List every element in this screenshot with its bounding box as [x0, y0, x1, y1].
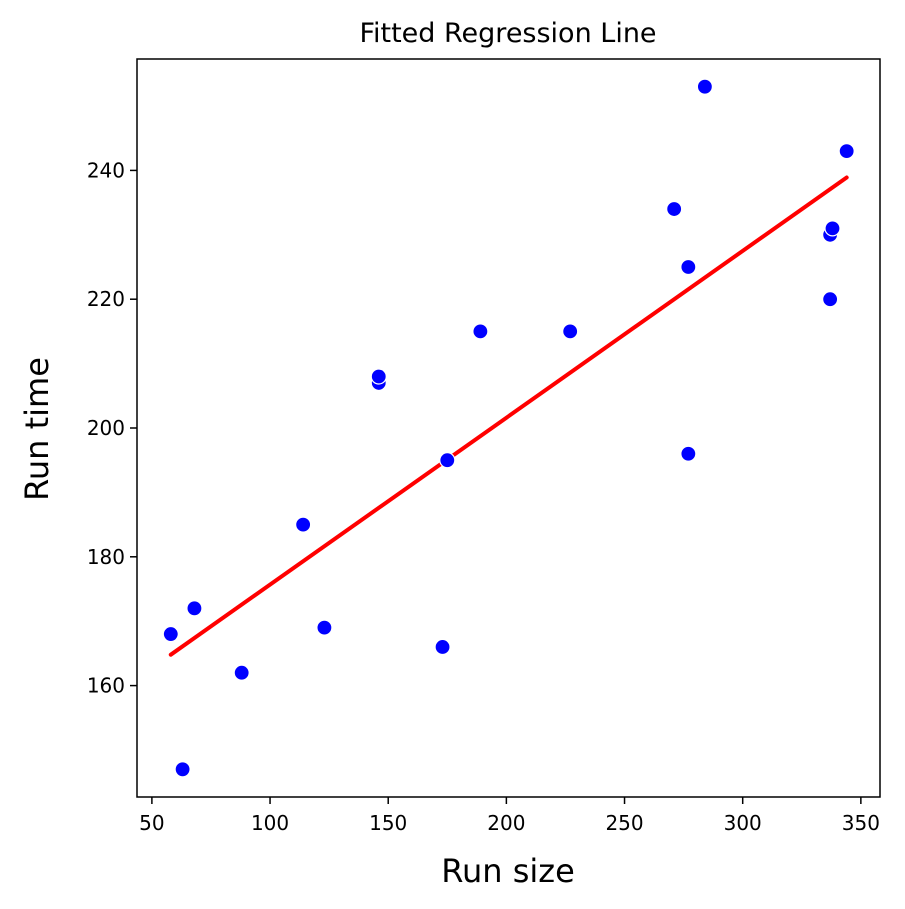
data-point	[822, 291, 839, 308]
data-point	[162, 625, 179, 643]
data-point	[316, 619, 333, 636]
data-point	[174, 761, 191, 778]
x-tick-label: 250	[605, 811, 643, 835]
y-axis-label: Run time	[18, 357, 56, 501]
chart-title: Fitted Regression Line	[359, 18, 656, 49]
data-point	[295, 516, 312, 533]
data-point	[186, 600, 203, 617]
data-point	[680, 445, 697, 462]
y-tick-label: 180	[87, 545, 125, 569]
data-point	[680, 258, 697, 276]
x-tick-label: 150	[369, 811, 407, 835]
x-tick-label: 50	[139, 811, 164, 835]
y-tick-label: 160	[87, 674, 125, 698]
data-point	[370, 368, 387, 385]
x-tick-label: 350	[842, 811, 880, 835]
x-axis-label: Run size	[441, 852, 575, 890]
points-layer	[162, 78, 855, 778]
data-point	[562, 323, 579, 340]
data-point	[439, 452, 456, 469]
x-tick-label: 300	[724, 811, 762, 835]
ticks: 50 100 150 200 250 300 350 160 180 200 220 240	[87, 158, 880, 835]
axes	[136, 58, 881, 798]
y-tick-label: 200	[87, 416, 125, 440]
data-point	[666, 200, 683, 218]
data-point	[696, 78, 713, 95]
x-tick-label: 100	[251, 811, 289, 835]
data-point	[838, 142, 855, 160]
data-point	[472, 323, 489, 340]
x-tick-label: 200	[487, 811, 525, 835]
fit-line-layer	[168, 175, 849, 657]
regression-line	[168, 175, 849, 657]
data-point	[824, 220, 841, 237]
y-tick-label: 220	[87, 287, 125, 311]
data-point	[434, 638, 451, 656]
data-point	[233, 664, 250, 681]
plot-frame	[136, 58, 881, 798]
y-tick-label: 240	[87, 158, 125, 182]
